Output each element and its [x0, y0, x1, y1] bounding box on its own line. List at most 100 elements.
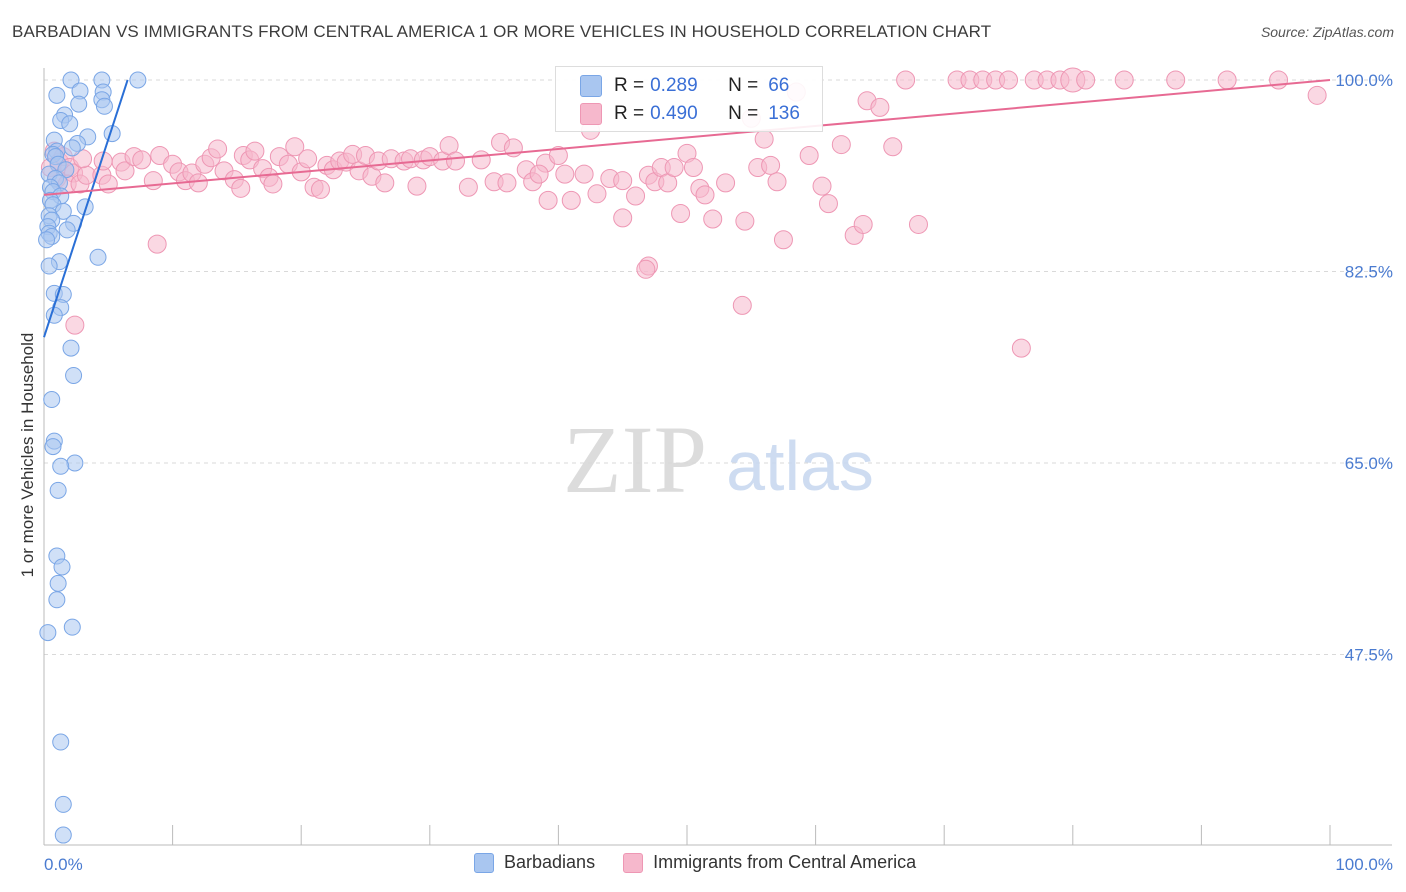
data-point-immigrants: [574, 164, 594, 184]
data-point-barbadians: [63, 139, 81, 157]
data-point-immigrants: [1269, 70, 1289, 90]
data-point-immigrants: [732, 295, 752, 315]
data-point-immigrants: [407, 176, 427, 196]
data-point-immigrants: [561, 190, 581, 210]
data-point-immigrants: [812, 176, 832, 196]
data-point-barbadians: [49, 481, 67, 499]
data-point-immigrants: [761, 155, 781, 175]
data-point-barbadians: [48, 86, 66, 104]
data-point-barbadians: [43, 391, 61, 409]
data-point-immigrants: [298, 149, 318, 169]
data-point-immigrants: [1217, 70, 1237, 90]
data-point-immigrants: [65, 315, 85, 335]
data-point-immigrants: [143, 171, 163, 191]
legend-swatch-pink: [580, 103, 602, 125]
source-label: Source: ZipAtlas.com: [1260, 24, 1394, 40]
y-tick-label: 82.5%: [1345, 263, 1393, 282]
data-point-immigrants: [831, 135, 851, 155]
data-point-immigrants: [529, 164, 549, 184]
trend-line-barbadians: [43, 79, 129, 338]
x-tick-label: 0.0%: [44, 855, 83, 874]
axes: [43, 68, 1392, 846]
data-point-barbadians: [52, 733, 70, 751]
data-point-immigrants: [555, 164, 575, 184]
watermark-atlas: atlas: [726, 427, 874, 505]
data-point-immigrants: [458, 177, 478, 197]
data-point-barbadians: [89, 248, 107, 266]
data-point-immigrants: [132, 150, 152, 170]
data-point-immigrants: [818, 194, 838, 214]
data-point-immigrants: [1011, 338, 1031, 358]
data-point-immigrants: [1307, 85, 1327, 105]
data-point-immigrants: [799, 146, 819, 166]
data-point-barbadians: [66, 454, 84, 472]
data-point-immigrants: [754, 129, 774, 149]
data-point-immigrants: [1166, 70, 1186, 90]
data-point-immigrants: [538, 190, 558, 210]
data-point-barbadians: [61, 115, 79, 133]
correlation-legend: R = 0.289 N = 66 R = 0.490 N = 136: [555, 66, 823, 132]
legend-r-label: R =: [614, 103, 645, 124]
data-point-barbadians: [54, 826, 72, 844]
data-point-barbadians: [70, 95, 88, 113]
data-point-immigrants: [115, 161, 135, 181]
y-tick-label: 100.0%: [1335, 71, 1393, 90]
data-point-barbadians: [48, 591, 66, 609]
data-point-barbadians: [53, 558, 71, 576]
legend-row-immigrants: R = 0.490 N = 136: [580, 100, 800, 128]
data-point-barbadians: [38, 231, 56, 249]
data-point-immigrants: [703, 209, 723, 229]
legend-swatch-blue: [580, 75, 602, 97]
legend-n-value: 136: [768, 103, 800, 124]
legend-swatch-pink: [623, 852, 644, 873]
legend-label-immigrants: Immigrants from Central America: [653, 852, 917, 872]
data-point-immigrants: [664, 158, 684, 178]
data-point-immigrants: [853, 214, 873, 234]
data-point-barbadians: [65, 366, 83, 384]
data-point-immigrants: [735, 211, 755, 231]
data-point-immigrants: [767, 172, 787, 192]
data-point-immigrants: [471, 150, 491, 170]
y-tick-label: 65.0%: [1345, 454, 1393, 473]
data-point-immigrants: [285, 137, 305, 157]
data-point-immigrants: [497, 173, 517, 193]
legend-row-barbadians: R = 0.289 N = 66: [580, 72, 789, 100]
data-point-immigrants: [231, 178, 251, 198]
data-point-immigrants: [613, 208, 633, 228]
legend-n-label: N =: [728, 75, 759, 96]
data-point-immigrants: [263, 174, 283, 194]
data-point-barbadians: [54, 795, 72, 813]
data-point-barbadians: [58, 221, 76, 239]
data-point-immigrants: [716, 173, 736, 193]
data-point-immigrants: [896, 70, 916, 90]
data-point-immigrants: [870, 97, 890, 117]
data-point-immigrants: [695, 185, 715, 205]
data-point-immigrants: [908, 214, 928, 234]
data-point-barbadians: [44, 438, 62, 456]
chart-title: BARBADIAN VS IMMIGRANTS FROM CENTRAL AME…: [12, 22, 992, 41]
legend-swatch-blue: [474, 852, 494, 873]
data-point-barbadians: [95, 97, 113, 115]
legend-label-barbadians: Barbadians: [504, 852, 596, 872]
legend-item-immigrants[interactable]: Immigrants from Central America: [623, 852, 916, 873]
data-point-immigrants: [613, 171, 633, 191]
data-point-barbadians: [39, 624, 57, 642]
legend-item-barbadians[interactable]: Barbadians: [474, 852, 595, 873]
data-point-barbadians: [76, 198, 94, 216]
data-point-barbadians: [129, 71, 147, 89]
data-point-immigrants: [147, 234, 167, 254]
series-legend: Barbadians Immigrants from Central Ameri…: [474, 852, 944, 873]
trend-lines: [43, 79, 1331, 338]
data-point-barbadians: [62, 71, 80, 89]
legend-n-value: 66: [768, 75, 790, 96]
data-point-immigrants: [548, 146, 568, 166]
data-point-immigrants: [773, 230, 793, 250]
data-point-immigrants: [883, 137, 903, 157]
data-point-barbadians: [40, 257, 58, 275]
watermark-zip: ZIP: [563, 406, 707, 513]
trend-line-immigrants: [43, 79, 1331, 196]
data-point-immigrants: [446, 151, 466, 171]
grid-lines: [44, 79, 1392, 655]
data-point-barbadians: [49, 574, 67, 592]
